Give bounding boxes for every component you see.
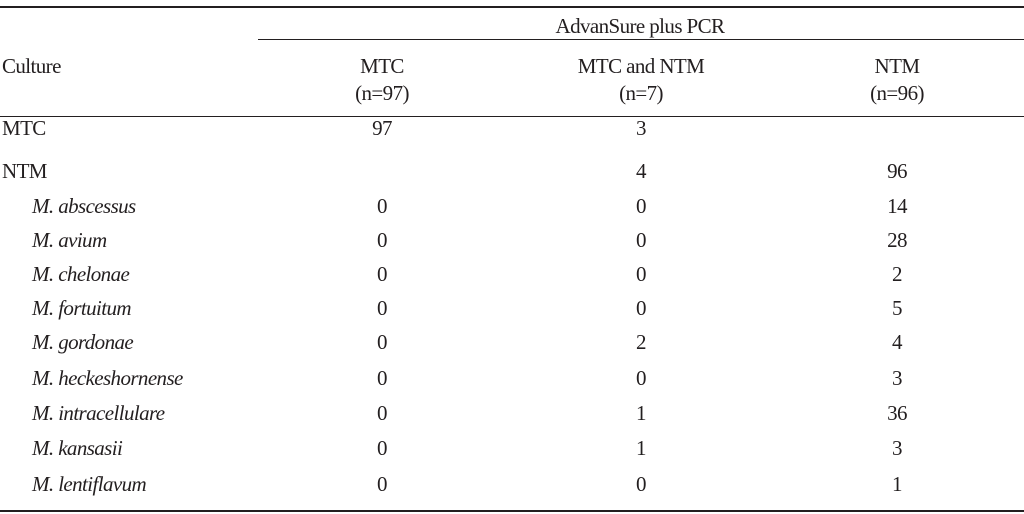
cell-value: 3 (892, 436, 903, 460)
cell-value: 4 (892, 330, 903, 354)
cell-value: 0 (636, 472, 647, 496)
cell-value: 0 (636, 366, 647, 390)
cell-value: 2 (892, 262, 903, 286)
row-label: M. kansasii (32, 436, 123, 460)
cell-value: 0 (377, 330, 388, 354)
row-label: M. fortuitum (32, 296, 132, 320)
cell-value: 0 (636, 194, 647, 218)
cell-value: 0 (636, 228, 647, 252)
cell-value: 1 (892, 472, 903, 496)
spanner-header: AdvanSure plus PCR (555, 14, 725, 38)
cell-value: 0 (377, 366, 388, 390)
cell-value: 0 (636, 262, 647, 286)
cell-value: 2 (636, 330, 647, 354)
cell-value: 4 (636, 159, 647, 183)
cell-value: 0 (636, 296, 647, 320)
column-name: NTM (874, 54, 920, 78)
cell-value: 96 (887, 159, 907, 183)
row-header: Culture (2, 54, 61, 78)
cell-value: 0 (377, 228, 388, 252)
row-label: M. gordonae (32, 330, 134, 354)
top-rule (0, 6, 1024, 8)
column-header-ntm: NTM (n=96) (870, 54, 924, 105)
cell-value: 28 (887, 228, 907, 252)
row-label: M. heckeshornense (32, 366, 183, 390)
column-name: MTC (360, 54, 404, 78)
cell-value: 0 (377, 262, 388, 286)
column-header-mtc-and-ntm: MTC and NTM (n=7) (577, 54, 705, 105)
cell-value: 0 (377, 436, 388, 460)
row-label: M. chelonae (32, 262, 130, 286)
cell-value: 1 (636, 436, 647, 460)
column-count: (n=96) (870, 81, 924, 105)
cell-value: 97 (372, 116, 392, 140)
row-label: NTM (2, 159, 47, 183)
row-label: MTC (2, 116, 46, 140)
row-label: M. intracellulare (32, 401, 165, 425)
cell-value: 1 (636, 401, 647, 425)
cell-value: 36 (887, 401, 907, 425)
cell-value: 0 (377, 401, 388, 425)
row-label: M. abscessus (32, 194, 136, 218)
cell-value: 3 (892, 366, 903, 390)
cell-value: 0 (377, 194, 388, 218)
column-header-mtc: MTC (n=97) (355, 54, 409, 105)
cell-value: 14 (887, 194, 907, 218)
bottom-rule (0, 510, 1024, 512)
column-name: MTC and NTM (577, 54, 705, 78)
spanner-rule (258, 39, 1024, 40)
cell-value: 5 (892, 296, 903, 320)
column-count: (n=7) (619, 81, 663, 105)
row-label: M. avium (32, 228, 107, 252)
row-label: M. lentiflavum (32, 472, 147, 496)
cell-value: 0 (377, 472, 388, 496)
cell-value: 0 (377, 296, 388, 320)
header-rule (0, 116, 1024, 117)
column-count: (n=97) (355, 81, 409, 105)
cell-value: 3 (636, 116, 647, 140)
